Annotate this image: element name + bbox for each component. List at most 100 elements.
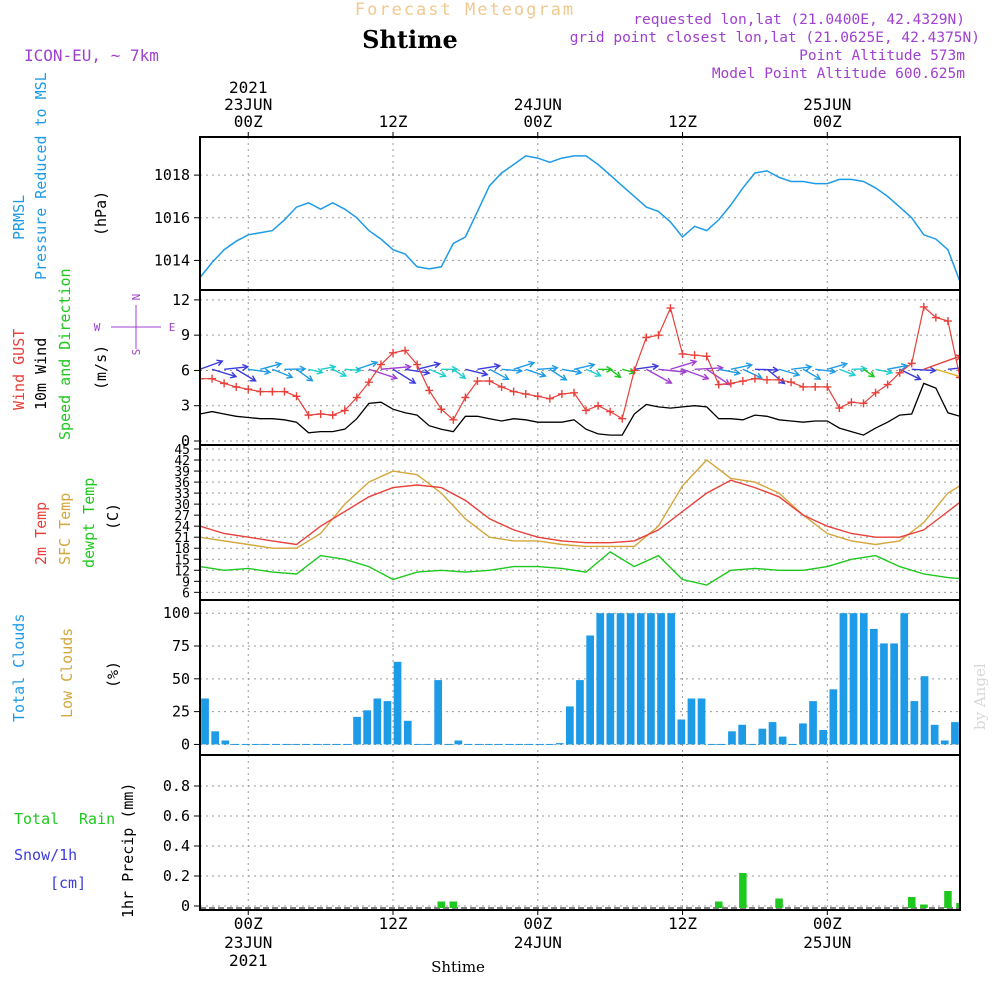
y-tick-label: 75: [172, 637, 190, 655]
y-tick-label: 12: [174, 564, 190, 579]
gust-marker: [750, 374, 759, 383]
y-tick-label: 1018: [154, 166, 190, 184]
gust-marker: [726, 379, 735, 388]
p3-label-2m: 2m Temp: [32, 502, 50, 565]
wind-arrow-shaft: [670, 360, 697, 370]
cloud-bar: [728, 731, 736, 745]
bottom-time-label: 00Z: [523, 914, 552, 933]
wind-arrow-shaft: [923, 355, 960, 370]
wind-arrow-shaft: [959, 369, 960, 371]
y-tick-label: 0.8: [163, 777, 190, 795]
cloud-bar: [576, 680, 584, 745]
wind-arrow-shaft: [224, 366, 248, 370]
compass-n: N: [130, 294, 143, 301]
y-tick-label: 15: [174, 553, 190, 568]
rain-bar: [944, 891, 952, 908]
wind-arrow-head: [306, 375, 314, 382]
gust-marker: [461, 393, 470, 402]
series-line: [200, 459, 960, 549]
y-tick-label: 45: [174, 443, 190, 458]
cloud-bar: [809, 701, 817, 745]
bottom-time-label: 12Z: [379, 914, 408, 933]
wind-arrow-shaft: [392, 368, 416, 384]
p2-unit: (m/s): [92, 345, 110, 390]
bottom-year-label: 2021: [229, 951, 268, 970]
p4-unit: (%): [104, 661, 122, 688]
wind-arrow-head: [575, 368, 583, 376]
gust-marker: [654, 331, 663, 340]
wind-arrow-head: [249, 375, 257, 382]
wind-arrow-shaft: [260, 363, 282, 370]
cloud-bar: [555, 743, 564, 745]
location-title: Shtime: [362, 25, 458, 54]
cloud-bar: [768, 722, 777, 745]
y-tick-label: 6: [182, 586, 190, 601]
series-prmsl: [200, 155, 960, 282]
panel2-labels: Wind GUST 10m Wind Speed and Direction (…: [10, 268, 175, 440]
wind-arrow-head: [527, 360, 536, 368]
p5-label-total: Total: [14, 810, 59, 828]
y-tick-label: 12: [172, 291, 190, 309]
y-tick-label: 21: [174, 531, 190, 546]
wind-arrow-head: [286, 372, 294, 379]
requested-coords: requested lon,lat (21.0400E, 42.4329N): [633, 12, 965, 28]
wind-arrow-shaft: [513, 361, 535, 370]
p4-label-total: Total Clouds: [10, 614, 28, 722]
bottom-date-label: 25JUN: [803, 933, 851, 952]
cloud-bar: [940, 740, 949, 745]
p2-label-gust: Wind GUST: [10, 329, 28, 410]
wind-arrow-shaft: [935, 368, 960, 378]
cloud-bar: [839, 613, 848, 745]
gust-marker: [292, 392, 301, 401]
wind-arrow-shaft: [706, 368, 730, 386]
wind-arrow-shaft: [561, 368, 582, 374]
panel-frame: [199, 136, 961, 291]
wind-arrow-shaft: [344, 368, 361, 372]
cloud-bar: [870, 628, 878, 745]
wind-arrow-head: [433, 361, 442, 369]
gust-marker: [714, 380, 723, 389]
gust-marker: [823, 382, 832, 391]
bottom-time-label: 00Z: [234, 914, 263, 933]
wind-arrow-head: [409, 377, 417, 384]
cloud-bar: [799, 723, 807, 745]
series-line: [200, 551, 960, 586]
compass-e: E: [169, 321, 176, 334]
cloud-bar: [738, 724, 746, 745]
gust-marker: [244, 385, 253, 394]
y-tick-label: 0.4: [163, 837, 190, 855]
wind-arrow-shaft: [272, 368, 293, 378]
model-label: ICON-EU, ~ 7km: [24, 46, 159, 65]
y-tick-label: 42: [174, 454, 190, 469]
gust-marker: [232, 382, 241, 391]
cloud-bar: [606, 613, 615, 745]
bottom-time-label: 00Z: [813, 914, 842, 933]
wind-arrow-head: [339, 370, 348, 377]
y-tick-label: 0.6: [163, 807, 190, 825]
gust-marker: [533, 392, 542, 401]
gust-marker: [775, 375, 784, 384]
credit-watermark: by Angel: [971, 663, 989, 730]
gust-marker: [268, 387, 277, 396]
cloud-bar: [647, 613, 655, 745]
top-time-label: 00Z: [813, 112, 842, 131]
wind-arrow-head: [560, 374, 568, 381]
wind-arrow-shaft: [766, 368, 785, 385]
wind-arrow-head: [459, 372, 467, 380]
wind-arrow-head: [829, 367, 837, 375]
wind-arrow-shaft: [911, 368, 936, 372]
cloud-bar: [829, 689, 838, 745]
wind-arrow-head: [451, 365, 459, 373]
compass-s: S: [130, 349, 143, 356]
wind-arrow-shaft: [839, 368, 856, 376]
gust-marker: [220, 379, 229, 388]
y-tick-label: 0: [181, 735, 190, 753]
gust-marker: [943, 317, 952, 326]
wind-arrow-head: [493, 363, 502, 370]
cloud-bar: [859, 613, 868, 745]
wind-arrow-head: [954, 354, 960, 361]
y-tick-label: 9: [182, 575, 190, 590]
y-tick-label: 0.2: [163, 867, 190, 885]
wind-arrow-shaft: [634, 365, 658, 370]
